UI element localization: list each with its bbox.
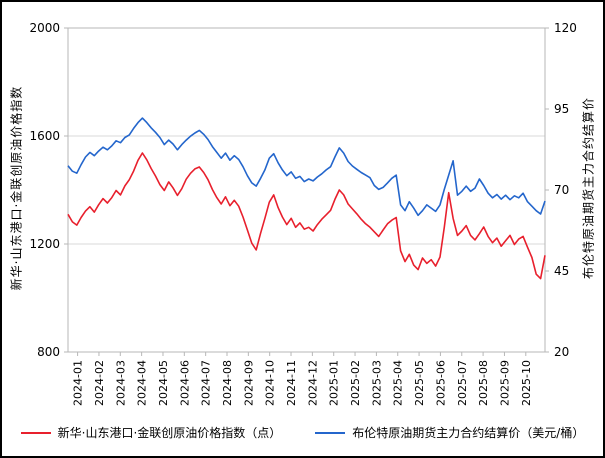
x-axis-tick-label: 2024-05	[157, 360, 170, 406]
right-axis-tick-label: 20	[554, 345, 569, 359]
legend-swatch-red-line	[20, 431, 51, 434]
left-axis-tick-label: 800	[37, 345, 60, 359]
x-axis-tick-label: 2024-02	[93, 360, 106, 406]
x-axis-tick-label: 2025-08	[477, 360, 490, 406]
legend-swatch-blue-line	[315, 431, 346, 434]
left-axis-tick-label: 2000	[29, 21, 60, 35]
x-axis-tick-label: 2024-03	[114, 360, 127, 406]
x-axis-tick-label: 2024-01	[72, 360, 85, 406]
legend-label-index: 新华·山东港口·金联创原油价格指数（点）	[57, 426, 282, 440]
x-axis-tick-label: 2025-06	[434, 360, 447, 406]
x-axis-tick-label: 2025-02	[349, 360, 362, 406]
left-axis-tick-label: 1200	[29, 237, 60, 251]
x-axis-tick-label: 2024-07	[200, 360, 213, 406]
legend-item-index: 新华·山东港口·金联创原油价格指数（点）	[20, 424, 282, 441]
left-axis-tick-label: 1600	[29, 129, 60, 143]
x-axis-tick-label: 2025-05	[413, 360, 426, 406]
left-axis-title: 新华·山东港口·金联创原油价格指数	[9, 85, 24, 291]
x-axis-tick-label: 2024-12	[306, 360, 319, 406]
x-axis-tick-label: 2024-06	[178, 360, 191, 406]
x-axis-tick-label: 2024-09	[242, 360, 255, 406]
x-axis-tick-label: 2025-01	[328, 360, 341, 406]
right-axis-tick-label: 70	[554, 183, 569, 197]
x-axis-tick-label: 2025-03	[370, 360, 383, 406]
right-axis-tick-label: 95	[554, 102, 569, 116]
right-axis-tick-label: 120	[554, 21, 577, 35]
x-axis-tick-label: 2025-10	[520, 360, 533, 406]
legend-item-brent: 布伦特原油期货主力合约结算价（美元/桶）	[315, 424, 584, 441]
x-axis-tick-label: 2024-10	[264, 360, 277, 406]
legend-label-brent: 布伦特原油期货主力合约结算价（美元/桶）	[352, 426, 585, 440]
legend: 新华·山东港口·金联创原油价格指数（点） 布伦特原油期货主力合约结算价（美元/桶…	[0, 424, 605, 441]
x-axis-tick-label: 2024-11	[285, 360, 298, 406]
right-axis-title: 布伦特原油期货主力合约结算价	[581, 96, 596, 280]
x-axis-tick-label: 2024-08	[221, 360, 234, 406]
x-axis-tick-label: 2024-04	[136, 360, 149, 406]
x-axis-tick-label: 2025-07	[456, 360, 469, 406]
series-line-0	[67, 152, 546, 280]
x-axis-tick-label: 2025-04	[392, 360, 405, 406]
x-axis-tick-label: 2025-09	[498, 360, 511, 406]
right-axis-tick-label: 45	[554, 264, 569, 278]
series-line-1	[67, 117, 546, 217]
